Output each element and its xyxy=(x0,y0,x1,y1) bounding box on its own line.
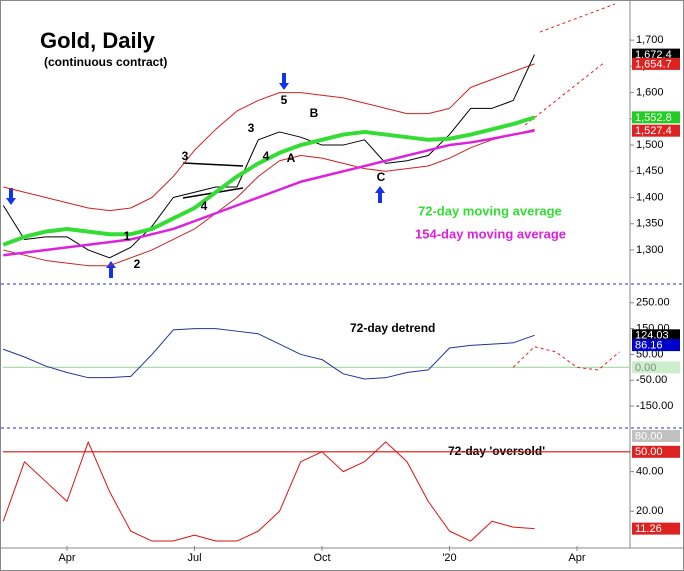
wave-label: B xyxy=(310,106,319,120)
y-tick-label: 1,450 xyxy=(636,165,664,177)
value-tag xyxy=(632,57,680,70)
series-line xyxy=(3,63,535,212)
wave-label: 4 xyxy=(201,199,208,213)
value-tag xyxy=(632,430,680,442)
wave-label: C xyxy=(377,170,386,184)
series-line xyxy=(512,346,620,371)
panel-title: 72-day 'oversold' xyxy=(448,444,545,458)
x-tick-label: Jul xyxy=(187,552,201,564)
y-tick-label: 1,700 xyxy=(636,34,664,46)
value-tag-label: 124.03 xyxy=(635,330,669,342)
chart-subtitle: (continuous contract) xyxy=(44,55,167,69)
value-tag xyxy=(632,361,680,374)
value-tag-label: 80.00 xyxy=(635,430,663,442)
legend-label: 154-day moving average xyxy=(415,226,566,241)
y-tick-label: 1,300 xyxy=(636,244,664,256)
wave-label: A xyxy=(287,151,296,165)
value-tag-label: 11.26 xyxy=(635,523,662,535)
value-tag xyxy=(632,339,680,352)
panel-title: 72-day detrend xyxy=(350,321,435,335)
y-tick-label: 1,500 xyxy=(636,139,664,151)
wave-label: 1 xyxy=(124,229,131,243)
value-tag-label: 1,654.7 xyxy=(635,58,672,70)
legend-label: 72-day moving average xyxy=(418,203,562,218)
y-tick-label: 1,400 xyxy=(636,191,664,203)
series-line xyxy=(3,129,535,257)
projection xyxy=(539,3,616,33)
value-tag-label: 50.00 xyxy=(635,446,663,458)
wave-label: 4 xyxy=(263,149,270,163)
wave-label: 2 xyxy=(134,257,141,271)
value-tag xyxy=(632,522,680,535)
value-tag-label: 1,527.4 xyxy=(635,125,672,137)
x-tick-label: Oct xyxy=(313,552,330,564)
y-tick-label: 40.00 xyxy=(636,466,664,478)
series-line xyxy=(2,115,536,247)
y-tick-label: 50.00 xyxy=(636,348,664,360)
trend-line xyxy=(182,162,244,167)
cycle-arrow xyxy=(375,186,385,203)
y-tick-label: -50.00 xyxy=(636,374,667,386)
y-tick-label: -150.00 xyxy=(636,400,673,412)
value-tag xyxy=(632,48,680,61)
y-tick-label: 20.00 xyxy=(636,505,664,517)
y-tick-label: 250.00 xyxy=(636,297,670,309)
series-line xyxy=(2,441,535,542)
series-line xyxy=(3,128,535,267)
value-tag xyxy=(632,124,680,137)
value-tag xyxy=(632,111,680,124)
cycle-arrow xyxy=(6,188,16,205)
y-tick-label: 1,600 xyxy=(636,87,664,99)
projection xyxy=(524,61,606,126)
y-tick-label: 1,350 xyxy=(636,218,664,230)
value-tag xyxy=(632,329,680,342)
x-tick-label: Apr xyxy=(568,552,585,564)
wave-label: 5 xyxy=(281,93,288,107)
value-tag-label: 0.00 xyxy=(635,362,656,374)
value-tag-label: 86.16 xyxy=(635,340,663,352)
x-tick-label: Apr xyxy=(58,552,75,564)
wave-label: 3 xyxy=(248,121,255,135)
x-tick-label: '20 xyxy=(442,552,456,564)
wave-label: 3 xyxy=(182,149,189,163)
value-tag xyxy=(632,445,680,458)
series-line xyxy=(3,328,535,380)
chart-title: Gold, Daily xyxy=(40,28,156,53)
value-tag-label: 1,552.8 xyxy=(635,112,672,124)
cycle-arrow xyxy=(279,73,289,90)
